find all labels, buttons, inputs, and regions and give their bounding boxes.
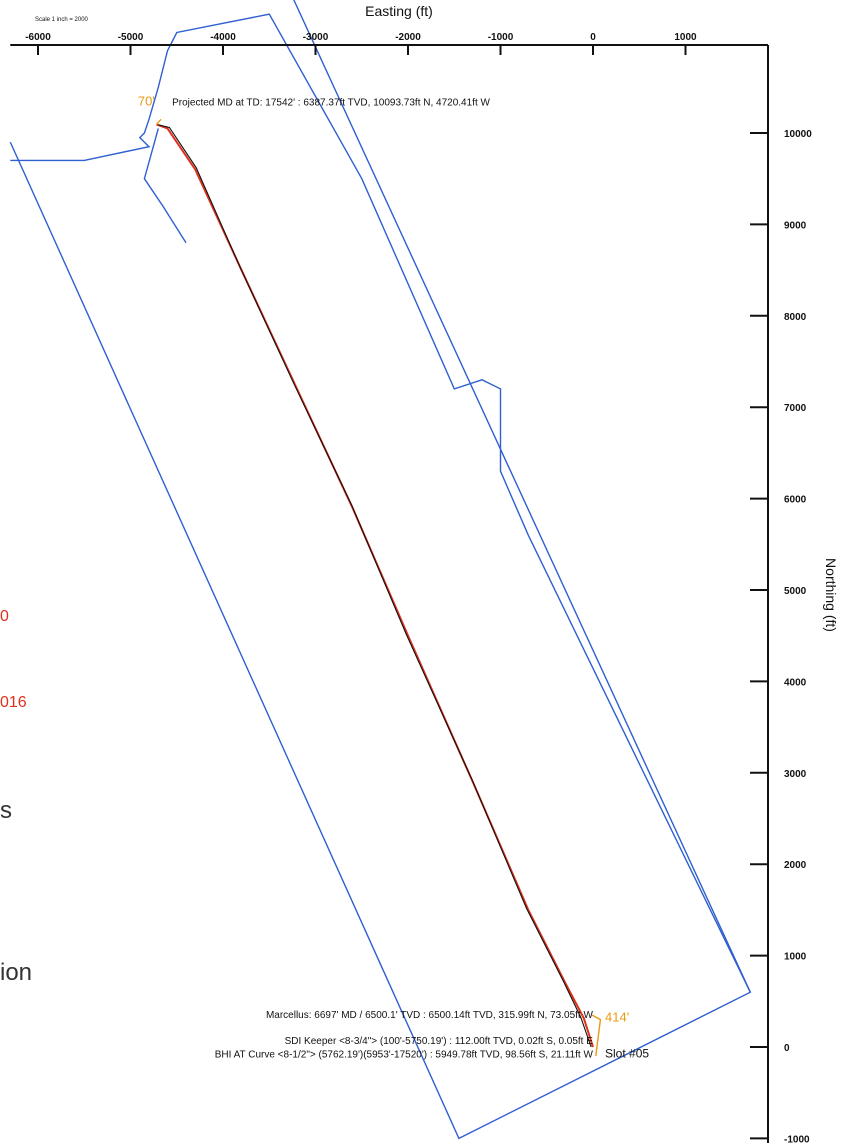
x-tick-label: -4000	[210, 32, 236, 43]
side-text-red-1: 0	[0, 608, 9, 625]
side-text-red-2: 016	[0, 694, 27, 711]
annotations: Projected MD at TD: 17542' : 6387.37ft T…	[138, 94, 649, 1061]
side-text-dark-2: ion	[0, 959, 32, 986]
y-tick-label: 3000	[784, 769, 807, 780]
axes: -6000 -5000 -4000 -3000 -2000 -1000 0 100010000…	[10, 32, 812, 1145]
y-tick-label: 8000	[784, 312, 807, 323]
scale-note: Scale 1 inch = 2000	[35, 17, 89, 23]
y-tick-label: 10000	[784, 129, 812, 140]
x-tick-label: 1000	[674, 32, 697, 43]
boundary-line-1	[10, 13, 751, 993]
y-tick-label: -1000	[784, 1134, 810, 1145]
side-text-dark-1: s	[0, 797, 12, 824]
x-tick-label: -3000	[303, 32, 329, 43]
x-tick-label: 0	[590, 32, 596, 43]
y-tick-label: 1000	[784, 952, 807, 963]
annotation-label: BHI AT Curve <8-1/2"> (5762.19')(5953'-1…	[215, 1050, 594, 1061]
x-tick-label: -1000	[488, 32, 514, 43]
x-tick-label: -2000	[395, 32, 421, 43]
y-tick-label: 6000	[784, 495, 807, 506]
orange-label: 414'	[605, 1009, 629, 1024]
annotation-label: Projected MD at TD: 17542' : 6387.37ft T…	[172, 98, 490, 109]
lease-boundaries	[9, 0, 752, 1140]
well-path-line-1	[158, 124, 592, 1048]
well-path-line-0	[156, 123, 594, 1048]
x-tick-label: -5000	[118, 32, 144, 43]
y-tick-label: 5000	[784, 586, 807, 597]
y-axis-title: Northing (ft)	[823, 558, 839, 632]
boundary-line-2	[143, 128, 187, 244]
y-tick-label: 9000	[784, 220, 807, 231]
annotation-label: Slot #05	[605, 1047, 649, 1061]
x-axis-title: Easting (ft)	[365, 3, 433, 19]
boundary-line-0	[9, 0, 752, 1140]
y-tick-label: 2000	[784, 860, 807, 871]
annotation-label: SDI Keeper <8-3/4"> (100'-5750.19') : 11…	[285, 1036, 594, 1047]
annotation-label: Marcellus: 6697' MD / 6500.1' TVD : 6500…	[266, 1010, 594, 1021]
well-paths	[156, 123, 594, 1048]
y-tick-label: 0	[784, 1043, 790, 1054]
orange-bracket	[591, 1014, 602, 1057]
y-tick-label: 7000	[784, 403, 807, 414]
x-tick-label: -6000	[25, 32, 51, 43]
orange-tick	[155, 118, 162, 125]
y-tick-label: 4000	[784, 677, 807, 688]
orange-label: 70'	[138, 94, 155, 109]
